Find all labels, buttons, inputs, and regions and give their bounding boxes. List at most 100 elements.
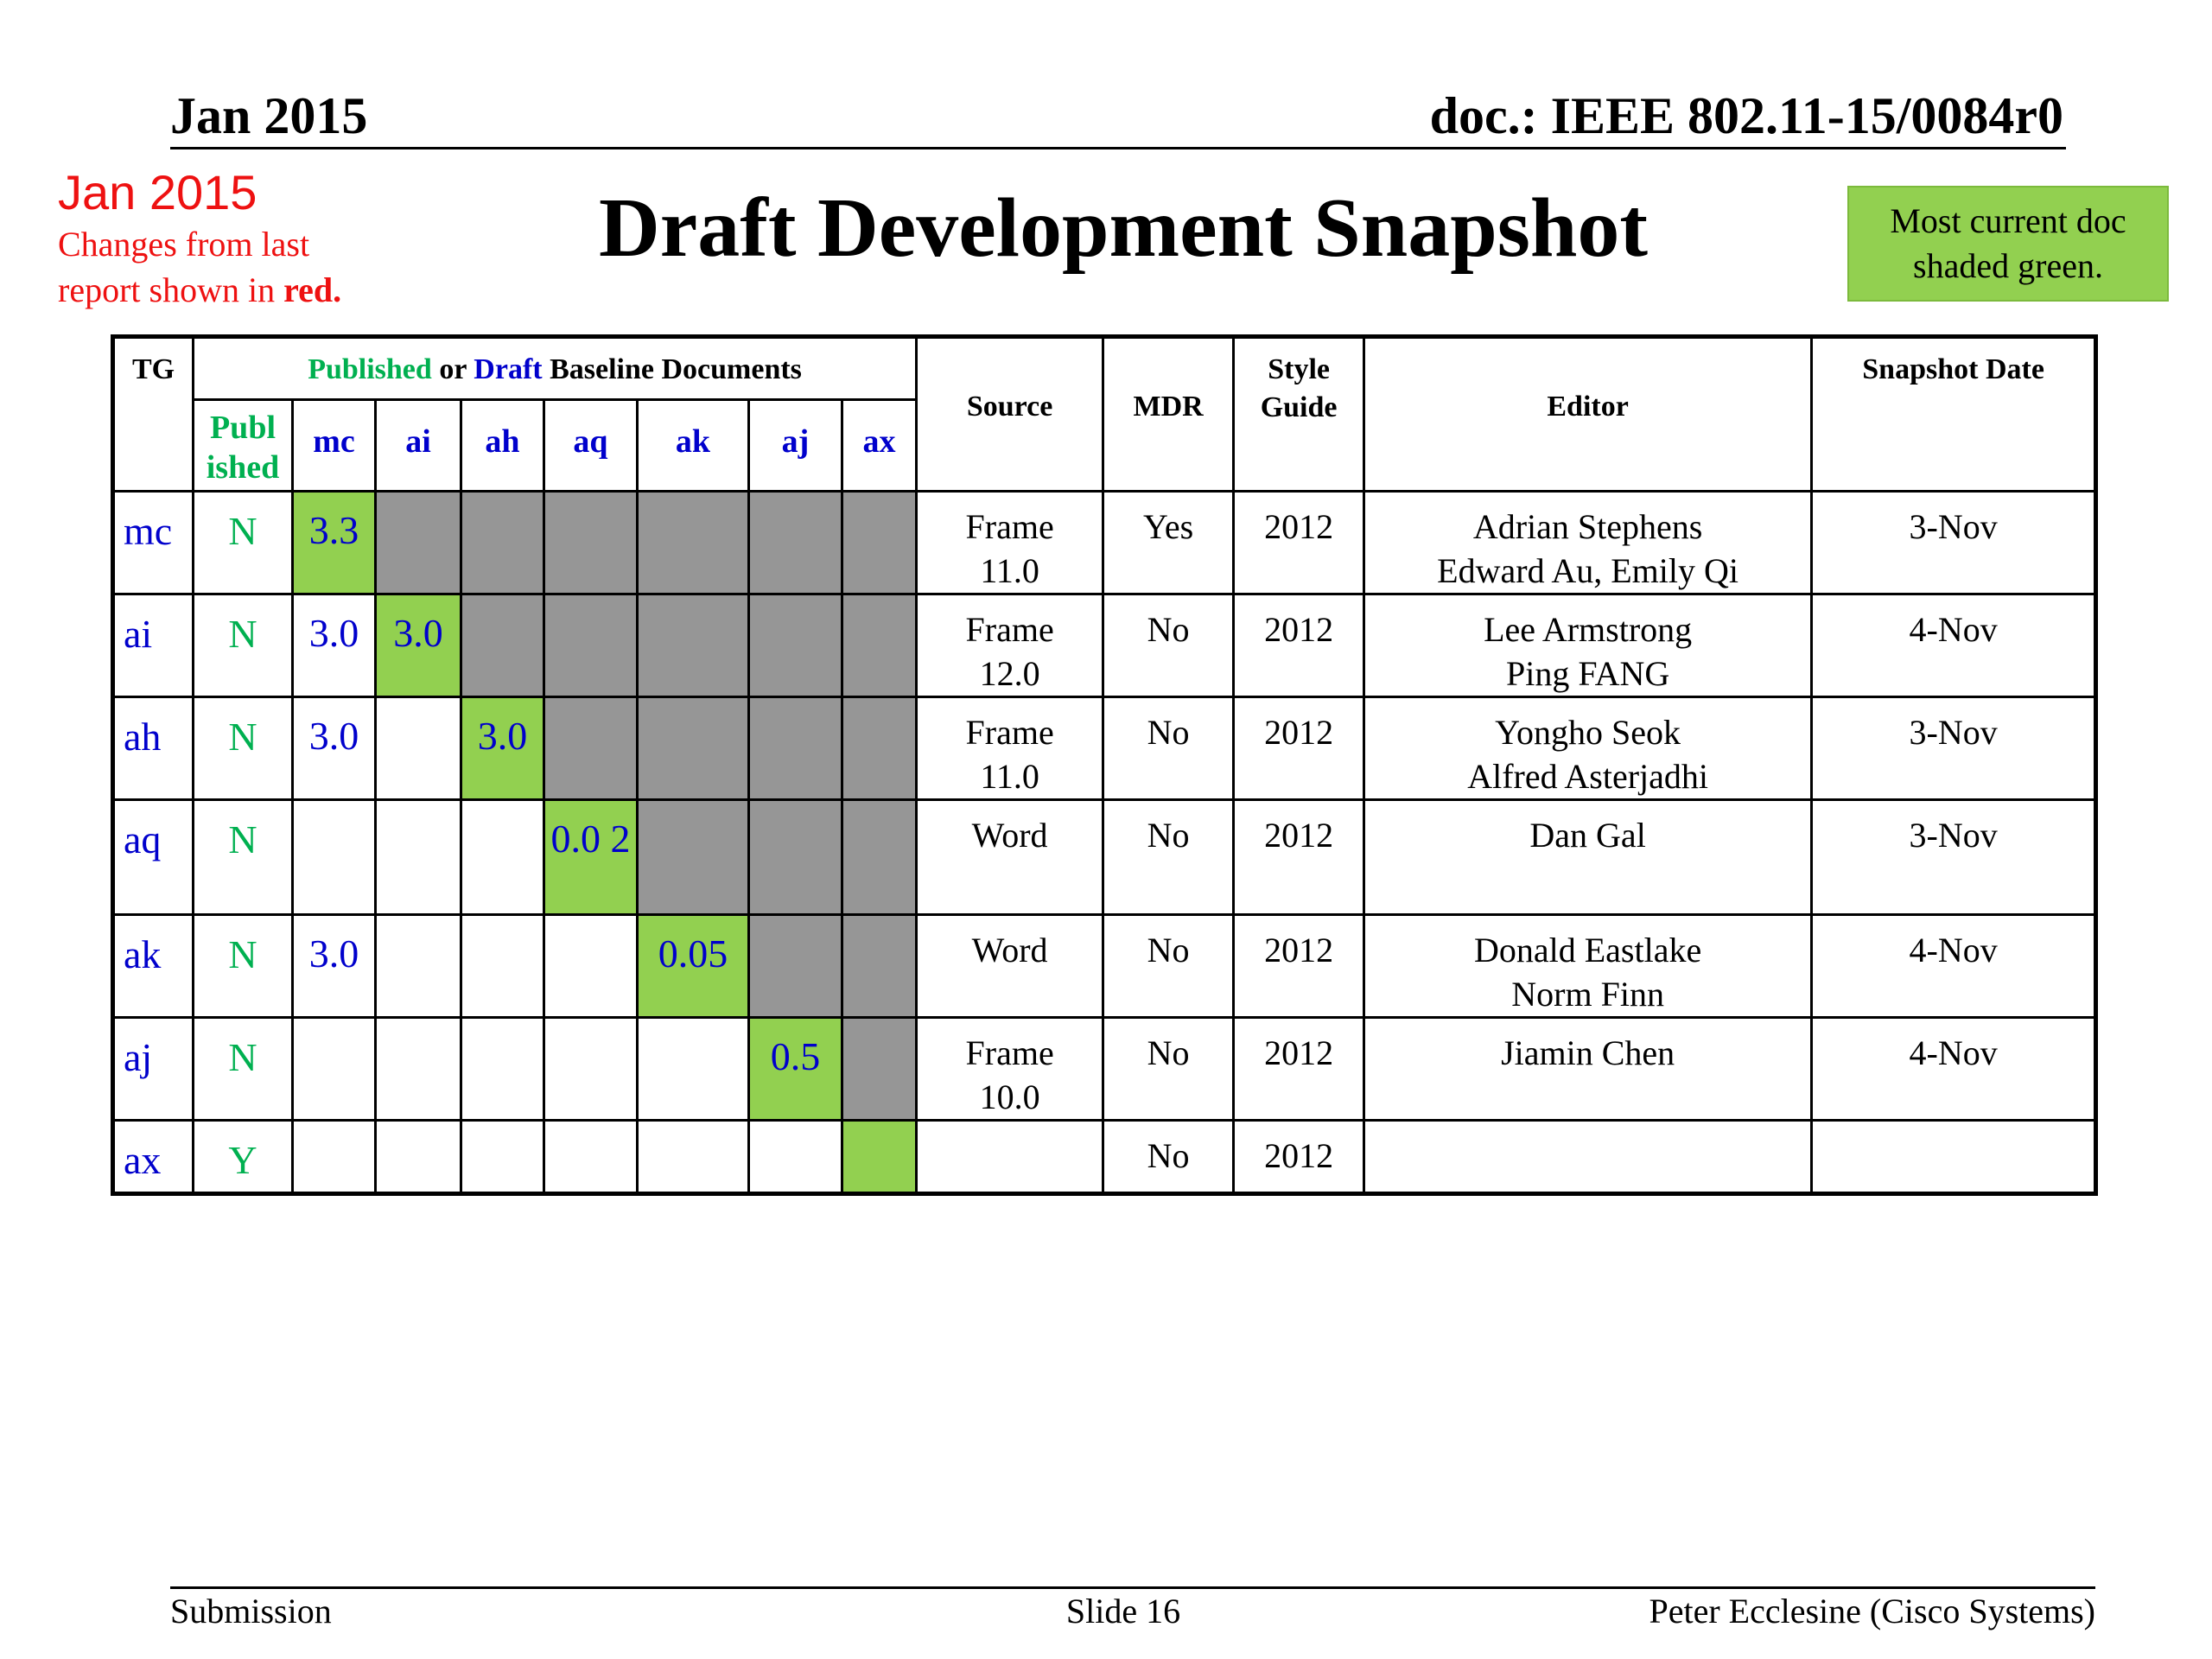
row-tg: ah [111,696,194,801]
baseline-cell-ax [840,798,918,916]
row-editor: Lee Armstrong Ping FANG [1363,593,1814,698]
baseline-cell-aq [543,1016,639,1122]
row-published: N [192,1016,294,1122]
row-source: Frame 11.0 [915,490,1105,595]
header-style-guide: Style Guide [1232,335,1366,493]
baseline-cell-ai [374,490,462,595]
baseline-cell-ah [460,913,545,1019]
baseline-cell-ak [636,1016,750,1122]
baseline-cell-mc [291,1016,377,1122]
baseline-cell-ax [840,490,918,595]
table-row: mc N 3.3 Frame 11.0 Yes 2012 Adrian Stephens Edw… [111,490,2098,595]
row-tg: aj [111,1016,194,1122]
row-published: N [192,798,294,916]
change-note-date: Jan 2015 [58,165,257,219]
legend-box: Most current doc shaded green. [1847,186,2169,302]
row-snapshot-date: 3-Nov [1810,798,2098,916]
row-published: Y [192,1119,294,1195]
subheader-aj: aj [747,398,843,493]
row-style-guide: 2012 [1232,798,1366,916]
legend-line1: Most current doc [1890,201,2126,240]
table-row: aq N 0.0 2 Word No 2012 Dan Gal 3-Nov [111,798,2098,916]
baseline-cell-mc [291,798,377,916]
baseline-cell-ax [840,913,918,1019]
table-row: ai N 3.0 3.0 Frame 12.0 No 2012 Lee Armstrong Pin… [111,593,2098,698]
row-source-line1: Frame [965,713,1054,752]
row-style-guide: 2012 [1232,1119,1366,1195]
subheader-published-line1: Publ [209,410,276,446]
row-editor-line2: Alfred Asterjadhi [1467,757,1709,796]
baseline-cell-ak [636,1119,750,1195]
row-source: Frame 12.0 [915,593,1105,698]
footer-submission: Submission [170,1592,332,1630]
row-style-guide: 2012 [1232,593,1366,698]
row-published: N [192,593,294,698]
header-draft-word: Draft [474,353,543,385]
row-editor-line1: Jiamin Chen [1501,1033,1675,1072]
baseline-cell-ak [636,593,750,698]
baseline-cell-ax [840,593,918,698]
row-source: Word [915,913,1105,1019]
header-or-word: or [431,353,474,385]
row-source-line1: Word [971,816,1048,855]
baseline-cell-aj [747,798,843,916]
table-body: mc N 3.3 Frame 11.0 Yes 2012 Adrian Stephens Edw… [111,490,2098,1195]
subheader-ai: ai [374,398,462,493]
row-source-line1: Frame [965,507,1054,546]
baseline-cell-ak [636,798,750,916]
row-snapshot-date [1810,1119,2098,1195]
row-editor-line2: Norm Finn [1511,975,1664,1014]
baseline-cell-ai [374,913,462,1019]
row-published: N [192,490,294,595]
row-snapshot-date: 4-Nov [1810,593,2098,698]
row-source [915,1119,1105,1195]
row-editor: Adrian Stephens Edward Au, Emily Qi [1363,490,1814,595]
header-source: Source [915,335,1105,493]
row-mdr: Yes [1102,490,1236,595]
footer-author: Peter Ecclesine (Cisco Systems) [1649,1592,2095,1630]
baseline-cell-mc: 3.0 [291,913,377,1019]
row-source: Word [915,798,1105,916]
row-style-guide: 2012 [1232,490,1366,595]
row-snapshot-date: 3-Nov [1810,490,2098,595]
header-doc-number: doc.: IEEE 802.11-15/0084r0 [1429,87,2063,144]
footer-slide-number: Slide 16 [1065,1592,1181,1630]
baseline-cell-mc: 3.3 [291,490,377,595]
header-style-line1: Style [1268,353,1330,385]
header-baseline-rest: Baseline Documents [542,353,802,385]
row-editor: Jiamin Chen [1363,1016,1814,1122]
baseline-cell-aj: 0.5 [747,1016,843,1122]
row-editor-line1: Lee Armstrong [1484,610,1693,649]
header-editor: Editor [1363,335,1814,493]
baseline-cell-aj [747,696,843,801]
row-tg: ax [111,1119,194,1195]
row-source-line2: 11.0 [980,757,1039,796]
header-published-word: Published [308,353,432,385]
table-row: ah N 3.0 3.0 Frame 11.0 No 2012 Yongho Seok Alfre… [111,696,2098,801]
row-tg: mc [111,490,194,595]
row-source: Frame 11.0 [915,696,1105,801]
row-tg: ak [111,913,194,1019]
row-source-line2: 11.0 [980,551,1039,590]
baseline-cell-ax [840,1016,918,1122]
baseline-cell-aj [747,593,843,698]
row-source-line2: 10.0 [979,1077,1040,1116]
row-mdr: No [1102,1119,1236,1195]
change-note-emphasis: red. [283,270,342,309]
baseline-cell-mc: 3.0 [291,696,377,801]
row-mdr: No [1102,1016,1236,1122]
baseline-cell-ai [374,696,462,801]
row-editor-line1: Adrian Stephens [1472,507,1703,546]
baseline-cell-ah [460,490,545,595]
baseline-cell-ai: 3.0 [374,593,462,698]
row-published: N [192,696,294,801]
row-source-line1: Word [971,931,1048,969]
header-snapshot-date: Snapshot Date [1810,335,2098,493]
subheader-mc: mc [291,398,377,493]
subheader-ax: ax [840,398,918,493]
baseline-cell-ai [374,1016,462,1122]
baseline-cell-ah [460,1119,545,1195]
row-mdr: No [1102,913,1236,1019]
table-row: ak N 3.0 0.05 Word No 2012 Donald Eastlake Norm … [111,913,2098,1019]
table-row: ax Y No 2012 [111,1119,2098,1195]
